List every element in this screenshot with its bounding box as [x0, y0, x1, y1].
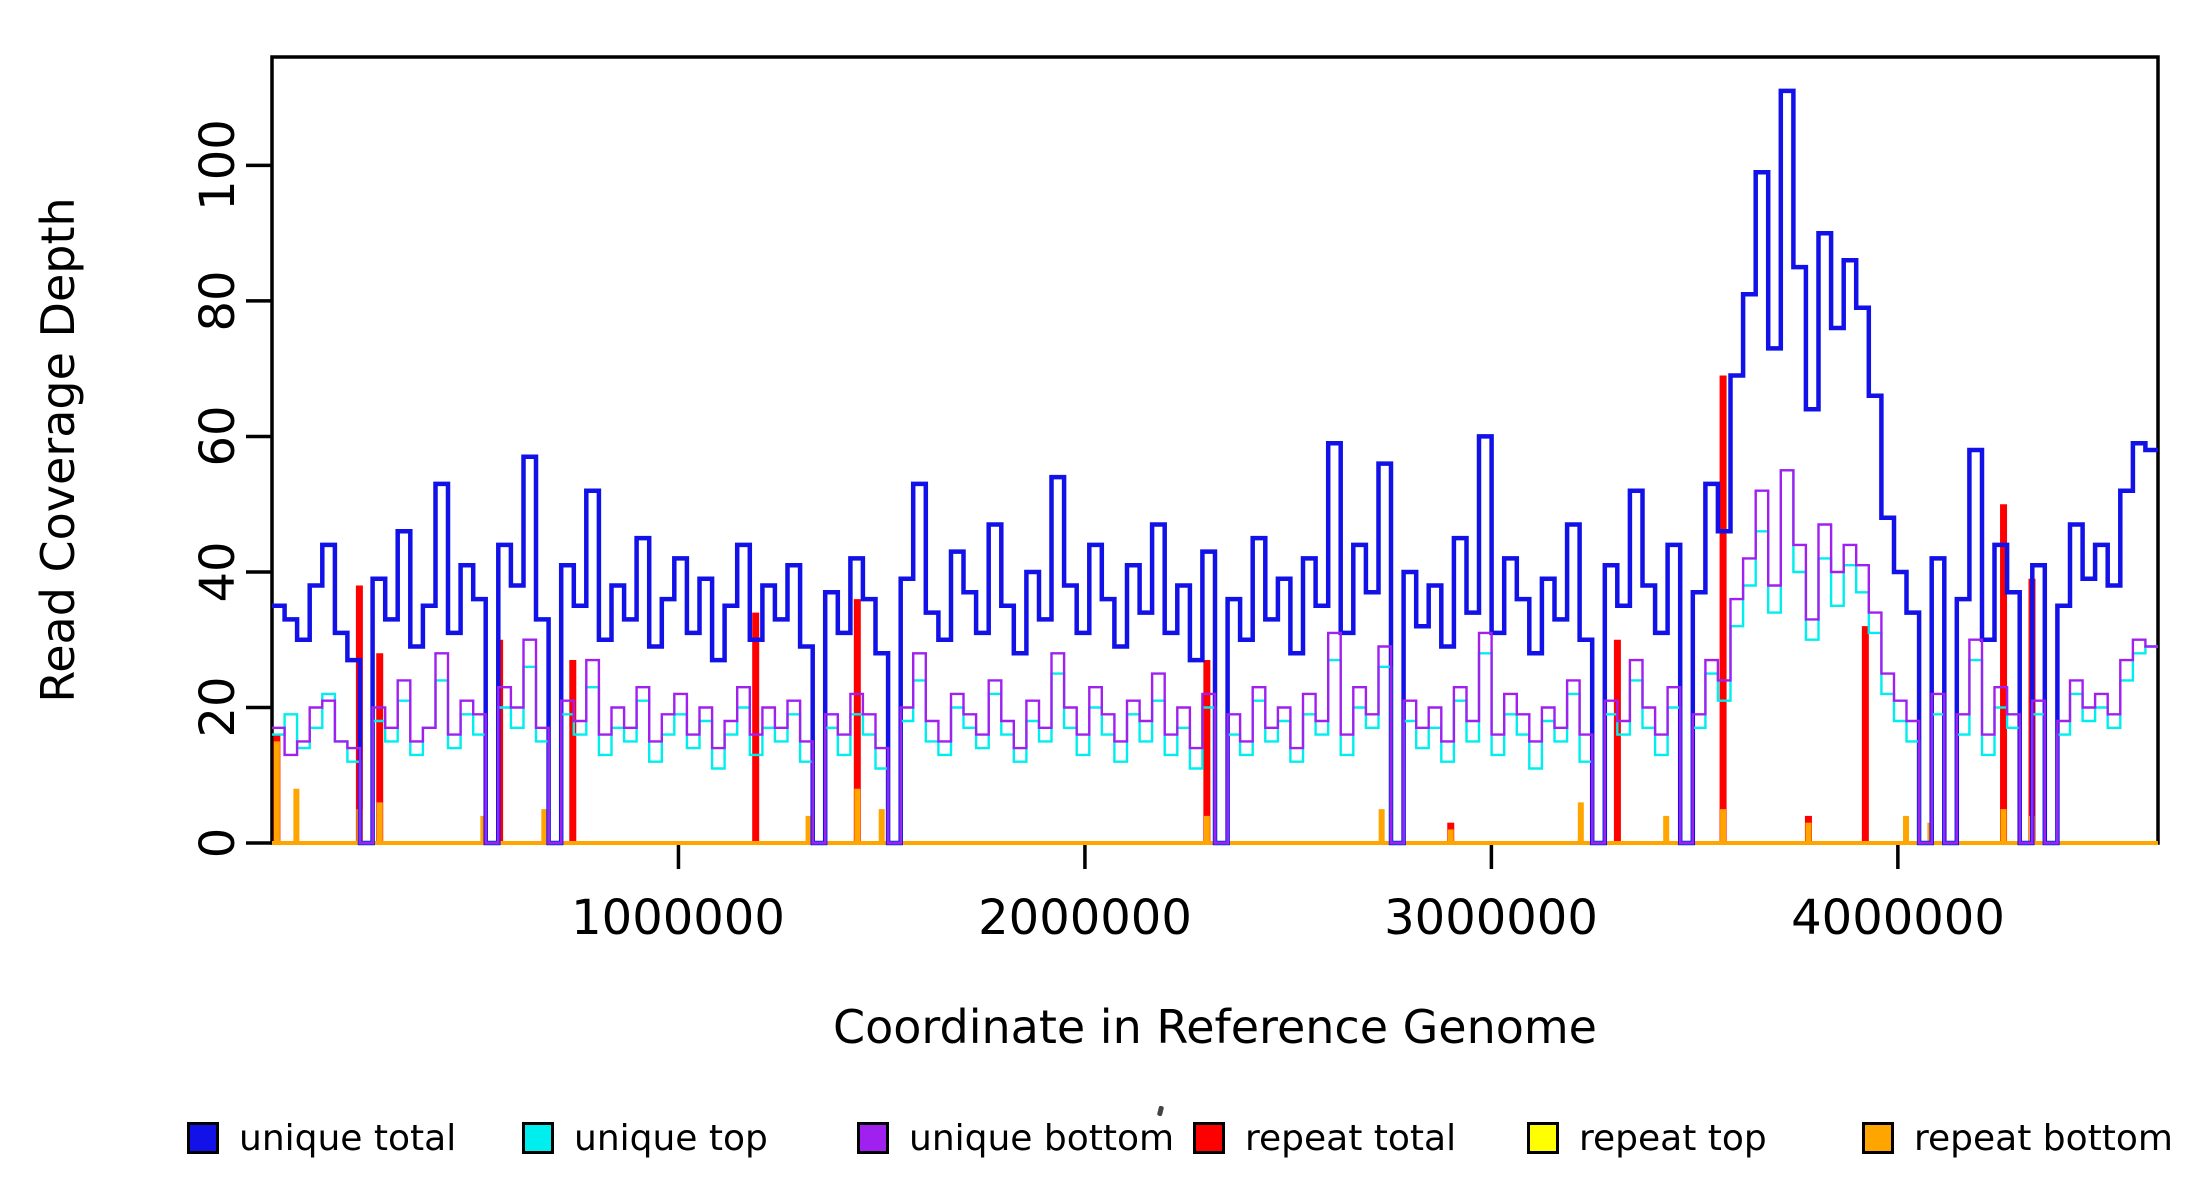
- legend-item-unique-bottom: unique bottom: [857, 1112, 1174, 1164]
- y-tick-label-40: 40: [190, 541, 246, 603]
- legend-label-unique-top: unique top: [574, 1117, 768, 1159]
- legend: unique total unique top unique bottom re…: [0, 1112, 2200, 1164]
- legend-swatch-repeat-bottom: [1862, 1122, 1894, 1154]
- y-tick-label-80: 80: [190, 270, 246, 332]
- x-tick-label-1000000: 1000000: [571, 890, 785, 946]
- legend-label-unique-bottom: unique bottom: [909, 1117, 1175, 1159]
- y-axis-title: Read Coverage Depth: [31, 197, 85, 703]
- legend-item-repeat-top: repeat top: [1527, 1112, 1767, 1164]
- legend-swatch-unique-total: [187, 1122, 219, 1154]
- legend-label-repeat-bottom: repeat bottom: [1914, 1117, 2173, 1159]
- y-tick-label-0: 0: [190, 827, 246, 859]
- legend-item-repeat-total: repeat total: [1193, 1112, 1456, 1164]
- legend-item-repeat-bottom: repeat bottom: [1862, 1112, 2173, 1164]
- y-tick-label-20: 20: [190, 676, 246, 738]
- legend-swatch-unique-bottom: [857, 1122, 889, 1154]
- legend-swatch-unique-top: [522, 1122, 554, 1154]
- x-tick-label-2000000: 2000000: [978, 890, 1192, 946]
- y-tick-label-60: 60: [190, 405, 246, 467]
- x-tick-label-3000000: 3000000: [1384, 890, 1598, 946]
- legend-swatch-repeat-top: [1527, 1122, 1559, 1154]
- legend-label-repeat-top: repeat top: [1579, 1117, 1767, 1159]
- legend-label-repeat-total: repeat total: [1245, 1117, 1457, 1159]
- series-unique-bottom: [272, 469, 2158, 845]
- y-tick-label-100: 100: [190, 119, 246, 211]
- legend-label-unique-total: unique total: [239, 1117, 457, 1159]
- x-tick-label-4000000: 4000000: [1791, 890, 2005, 946]
- legend-item-unique-top: unique top: [522, 1112, 768, 1164]
- legend-item-unique-total: unique total: [187, 1112, 456, 1164]
- legend-swatch-repeat-total: [1193, 1122, 1225, 1154]
- x-axis-title: Coordinate in Reference Genome: [833, 1000, 1597, 1054]
